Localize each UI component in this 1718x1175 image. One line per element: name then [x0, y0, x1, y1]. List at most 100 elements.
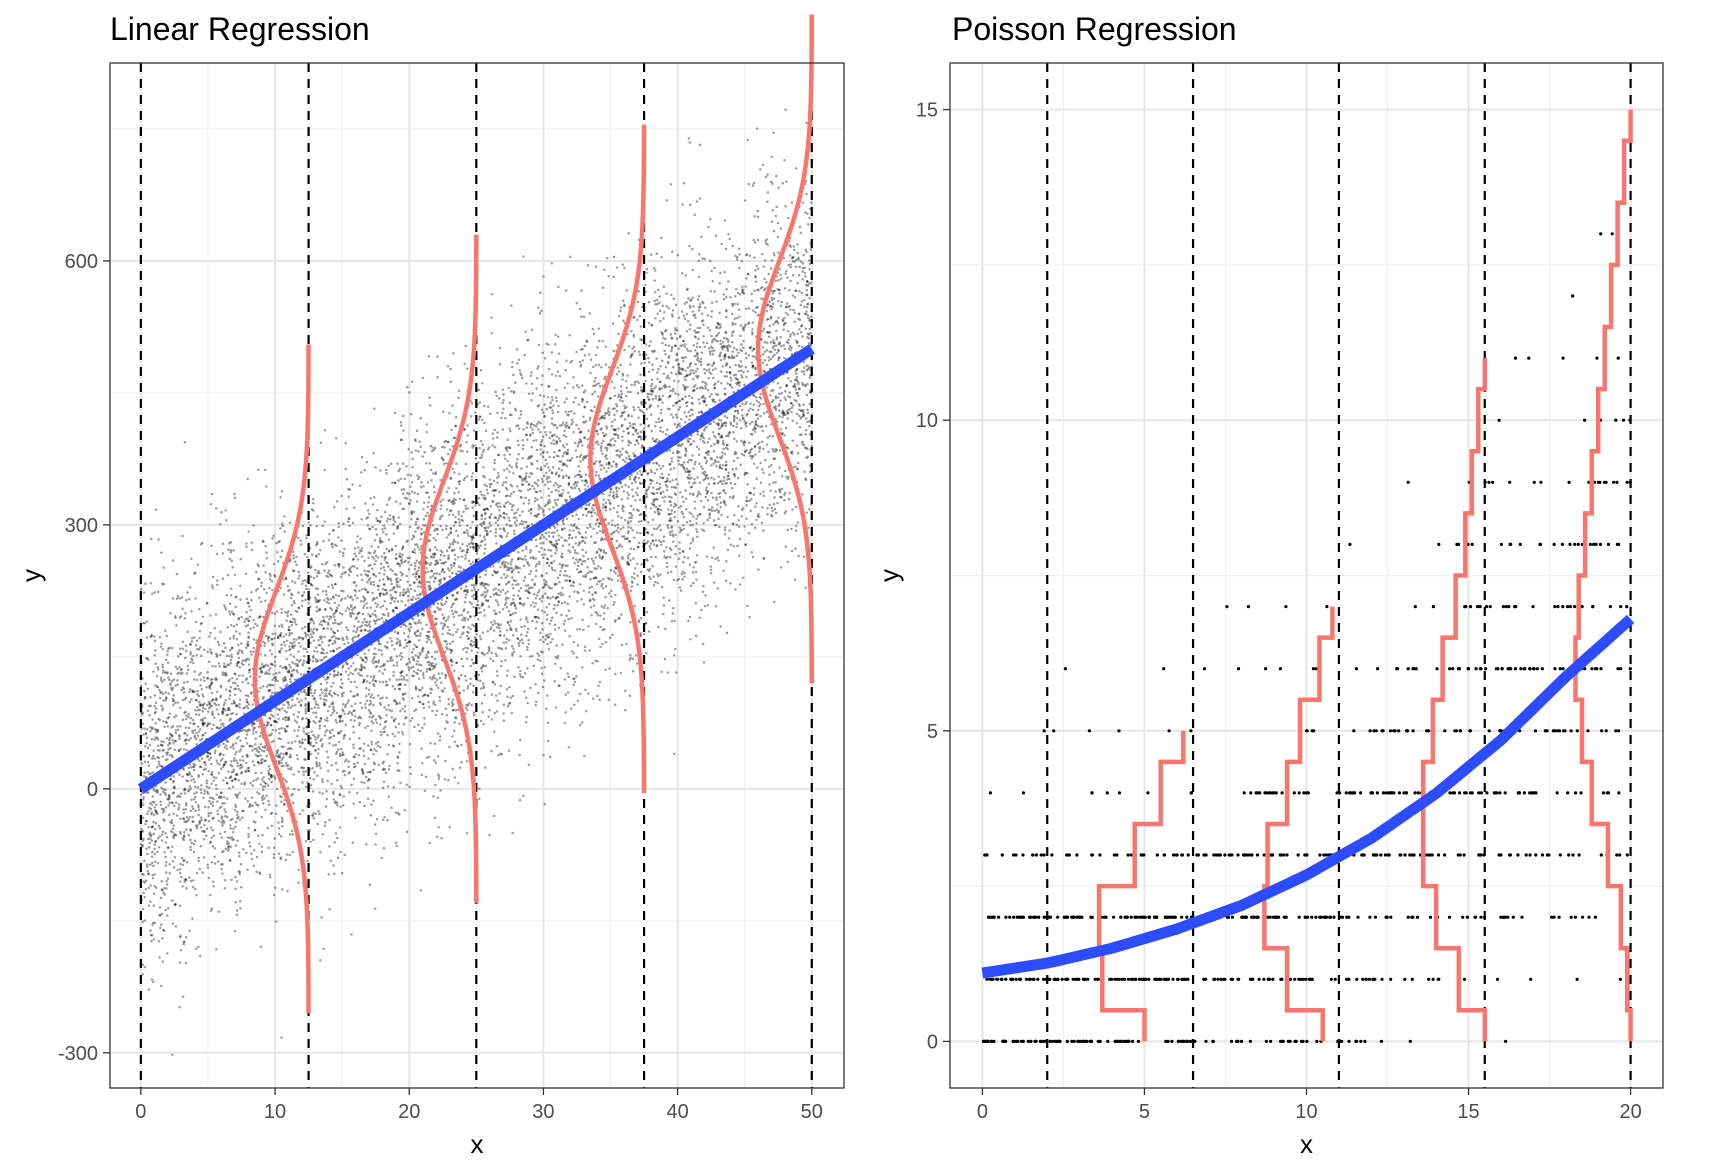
data-point	[452, 698, 455, 701]
data-point	[609, 501, 612, 504]
data-point	[432, 472, 435, 475]
data-point	[312, 660, 315, 663]
data-point	[506, 629, 509, 632]
data-point	[413, 548, 416, 551]
data-point	[616, 410, 619, 413]
data-point	[586, 401, 589, 404]
data-point	[314, 596, 317, 599]
data-point	[281, 825, 284, 828]
data-point	[775, 215, 778, 218]
data-point	[705, 486, 708, 489]
data-point	[369, 577, 372, 580]
data-point	[773, 254, 776, 257]
data-point	[179, 880, 182, 883]
data-point	[374, 466, 377, 469]
data-point	[566, 575, 569, 578]
data-point	[496, 626, 499, 629]
data-point	[502, 428, 505, 431]
data-point	[552, 535, 555, 538]
data-point	[482, 466, 485, 469]
data-point	[280, 587, 283, 590]
data-point	[590, 614, 593, 617]
data-point	[144, 823, 147, 826]
data-point	[214, 665, 217, 668]
data-point	[321, 563, 324, 566]
data-point	[167, 692, 170, 695]
data-point	[687, 411, 690, 414]
data-point	[350, 681, 353, 684]
data-point	[323, 698, 326, 701]
data-point	[231, 818, 234, 821]
data-point	[248, 663, 251, 666]
data-point	[688, 511, 691, 514]
data-point	[671, 530, 674, 533]
data-point	[284, 644, 287, 647]
data-point	[584, 542, 587, 545]
data-point	[488, 446, 491, 449]
data-point	[409, 623, 412, 626]
data-point	[613, 350, 616, 353]
data-point	[439, 518, 442, 521]
data-point	[547, 396, 550, 399]
data-point	[388, 709, 391, 712]
data-point	[172, 812, 175, 815]
data-point	[764, 287, 767, 290]
data-point	[680, 589, 683, 592]
data-point	[683, 411, 686, 414]
data-point	[167, 725, 170, 728]
data-point	[664, 658, 667, 661]
data-point	[637, 416, 640, 419]
data-point	[376, 533, 379, 536]
data-point	[397, 731, 400, 734]
data-point	[582, 514, 585, 517]
data-point	[704, 258, 707, 261]
data-point	[585, 420, 588, 423]
data-point	[705, 426, 708, 429]
data-point	[753, 290, 756, 293]
data-point	[412, 675, 415, 678]
data-point	[507, 439, 510, 442]
data-point	[409, 499, 412, 502]
data-point	[337, 748, 340, 751]
data-point	[624, 460, 627, 463]
data-point	[470, 704, 473, 707]
data-point	[386, 734, 389, 737]
data-point	[312, 620, 315, 623]
data-point	[222, 819, 225, 822]
data-point	[201, 710, 204, 713]
data-point	[558, 626, 561, 629]
data-point	[781, 488, 784, 491]
data-point	[175, 666, 178, 669]
data-point	[583, 316, 586, 319]
data-point	[389, 589, 392, 592]
data-point	[281, 817, 284, 820]
data-point	[517, 557, 520, 560]
data-point	[241, 817, 244, 820]
data-point	[429, 842, 432, 845]
data-point	[527, 489, 530, 492]
data-point	[464, 345, 467, 348]
data-point	[363, 743, 366, 746]
data-point	[409, 630, 412, 633]
data-point	[606, 257, 609, 260]
data-point	[531, 382, 534, 385]
data-point	[806, 306, 809, 309]
data-point	[779, 491, 782, 494]
data-point	[234, 826, 237, 829]
data-point	[328, 908, 331, 911]
data-point	[451, 640, 454, 643]
data-point	[603, 612, 606, 615]
data-point	[239, 900, 242, 903]
data-point	[404, 705, 407, 708]
data-point	[280, 765, 283, 768]
data-point	[695, 602, 698, 605]
data-point	[535, 482, 538, 485]
data-point	[261, 778, 264, 781]
data-point	[355, 555, 358, 558]
data-point	[475, 584, 478, 587]
data-point	[601, 453, 604, 456]
data-point	[278, 833, 281, 836]
data-point	[508, 427, 511, 430]
data-point	[380, 734, 383, 737]
data-point	[725, 468, 728, 471]
